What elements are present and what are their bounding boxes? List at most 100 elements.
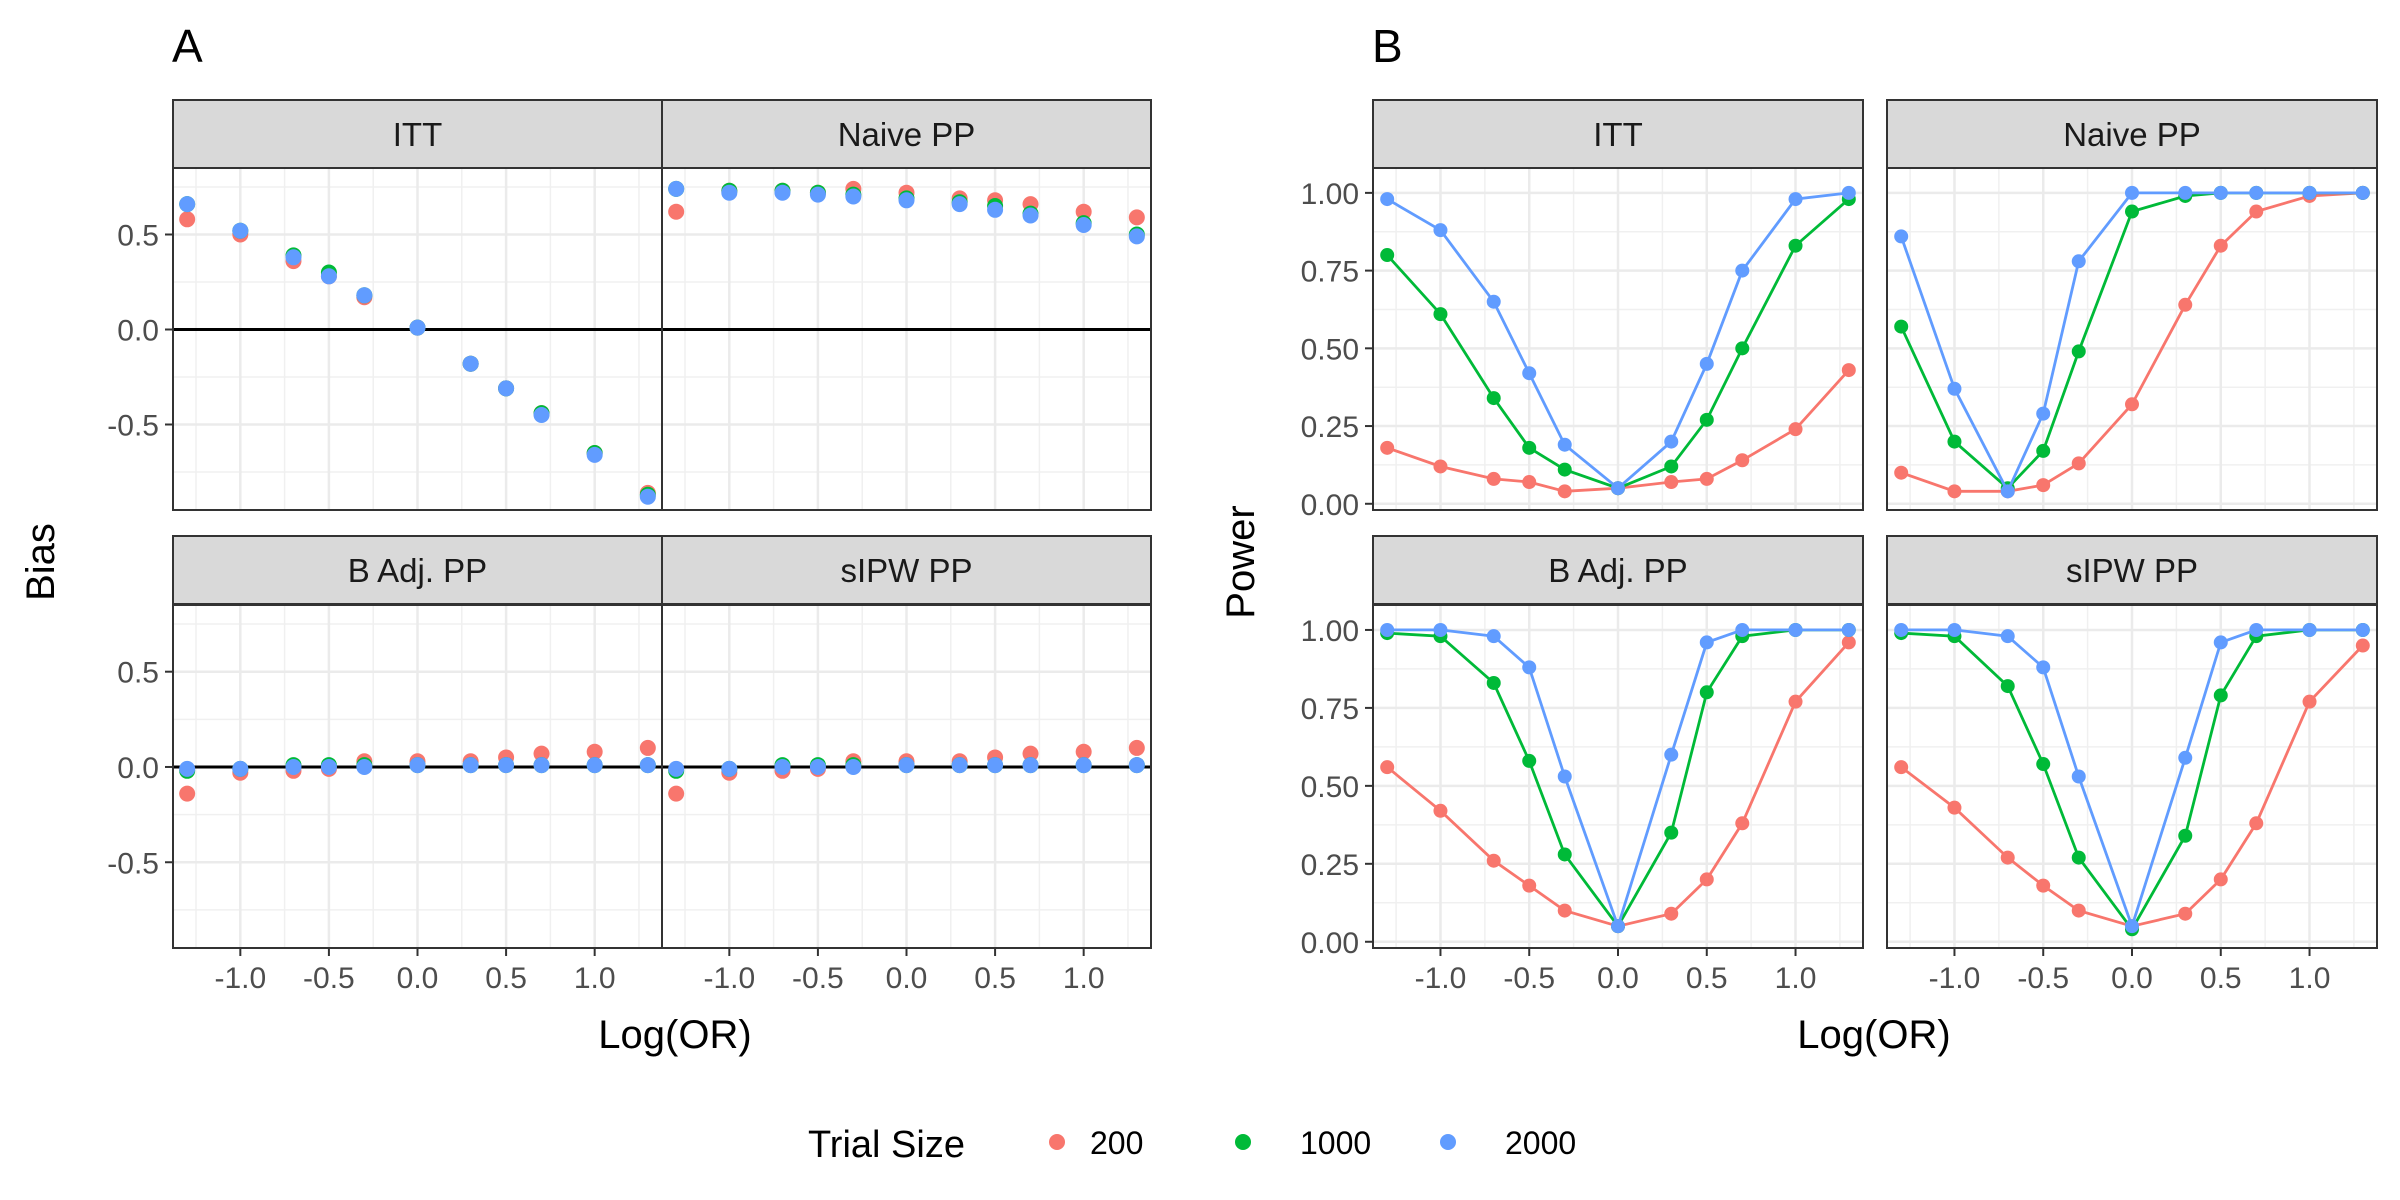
facet-strip-label: ITT: [393, 116, 442, 153]
data-point: [179, 211, 196, 228]
facet-itt: ITT -0.5 0.0 0.5: [107, 99, 663, 511]
data-point: [1433, 307, 1448, 322]
data-point: [586, 743, 603, 760]
data-point: [1557, 462, 1572, 477]
data-point: [1522, 753, 1537, 768]
data-point: [1735, 453, 1750, 468]
data-point: [639, 488, 656, 505]
data-point: [639, 739, 656, 756]
data-point: [1947, 800, 1962, 815]
x-tick-label: 0.0: [1597, 962, 1639, 995]
data-point: [668, 180, 685, 197]
data-point: [1486, 294, 1501, 309]
x-tick-label: 0.0: [397, 962, 439, 995]
data-point: [1894, 319, 1909, 334]
x-tick-label: -1.0: [1929, 962, 1981, 995]
data-point: [1788, 422, 1803, 437]
data-point: [2213, 688, 2228, 703]
x-tick-label: 0.0: [2111, 962, 2153, 995]
legend-entry-200: 200: [1049, 1125, 1143, 1161]
data-point: [2302, 185, 2317, 200]
data-point: [1380, 248, 1395, 263]
data-point: [2213, 185, 2228, 200]
data-point: [2036, 878, 2051, 893]
data-point: [1557, 437, 1572, 452]
data-point: [668, 785, 685, 802]
data-point: [1486, 853, 1501, 868]
facet-itt: ITT 0.00 0.25 0.50 0.75 1.00: [1301, 99, 1864, 522]
data-point: [232, 760, 249, 777]
series-2000: [179, 196, 656, 505]
x-tick-label: 0.5: [485, 962, 527, 995]
legend-title: Trial Size: [808, 1124, 965, 1166]
facet-strip-label: Naive PP: [2063, 116, 2201, 153]
series-200: [1894, 185, 2370, 499]
data-point: [1075, 203, 1092, 220]
data-point: [809, 758, 826, 775]
data-point: [1664, 747, 1679, 762]
panel-a-tag: A: [172, 20, 203, 72]
facet-naive-pp: Naive PP: [661, 99, 1152, 511]
data-point: [2125, 204, 2139, 219]
x-tick-label: -0.5: [2017, 962, 2069, 995]
y-tick-label: 0.50: [1301, 771, 1359, 804]
x-tick-label: -0.5: [792, 962, 844, 995]
data-point: [2249, 185, 2264, 200]
data-point: [2178, 828, 2193, 843]
data-point: [2000, 629, 2015, 644]
x-tick-label: 0.5: [2200, 962, 2242, 995]
data-point: [2000, 679, 2015, 694]
data-point: [409, 319, 426, 336]
x-tick-label: 1.0: [1775, 962, 1817, 995]
data-point: [2302, 622, 2317, 637]
data-point: [356, 758, 373, 775]
data-point: [1128, 228, 1145, 245]
series-2000: [1380, 185, 1856, 496]
data-point: [1433, 459, 1448, 474]
data-point: [1557, 903, 1572, 918]
data-point: [639, 757, 656, 774]
data-point: [1128, 757, 1145, 774]
data-point: [1664, 825, 1679, 840]
data-point: [1735, 622, 1750, 637]
data-point: [845, 188, 862, 205]
legend-key: [1440, 1134, 1456, 1150]
data-point: [2178, 185, 2193, 200]
data-point: [668, 760, 685, 777]
data-point: [2125, 397, 2139, 412]
data-point: [2071, 850, 2086, 865]
data-point: [1735, 263, 1750, 278]
facet-b-adj-pp: B Adj. PP -0.5 0.0 0.5 -1.0 -0.5 0.0 0.5 1.0: [107, 535, 663, 995]
facet-border: [661, 167, 1152, 511]
data-point: [1522, 366, 1537, 381]
panel-b-x-axis-title: Log(OR): [1797, 1013, 1950, 1057]
data-point: [1486, 675, 1501, 690]
data-point: [2178, 297, 2193, 312]
facet-border: [1372, 167, 1864, 511]
data-point: [1947, 381, 1962, 396]
data-point: [1022, 757, 1039, 774]
data-point: [809, 186, 826, 203]
data-point: [1894, 622, 1909, 637]
x-tick-label: 1.0: [1063, 962, 1105, 995]
y-tick-label: 0.75: [1301, 256, 1359, 289]
data-point: [1841, 185, 1856, 200]
data-point: [285, 249, 302, 266]
data-point: [1522, 440, 1537, 455]
x-tick-label: 1.0: [574, 962, 616, 995]
series-2000: [1380, 622, 1856, 934]
data-point: [1611, 919, 1625, 934]
series-2000: [1894, 622, 2370, 934]
legend-entry-1000: 1000: [1235, 1125, 1371, 1161]
data-point: [2071, 903, 2086, 918]
facet-strip: [1886, 99, 2378, 169]
x-tick-label: -1.0: [214, 962, 266, 995]
data-point: [1841, 622, 1856, 637]
data-point: [721, 184, 738, 201]
data-point: [2036, 478, 2051, 493]
data-point: [1664, 906, 1679, 921]
panel-a-x-axis-title: Log(OR): [598, 1013, 751, 1057]
y-tick-label: 0.0: [117, 752, 159, 785]
y-tick-label: 0.5: [117, 657, 159, 690]
y-tick-label: 0.75: [1301, 693, 1359, 726]
